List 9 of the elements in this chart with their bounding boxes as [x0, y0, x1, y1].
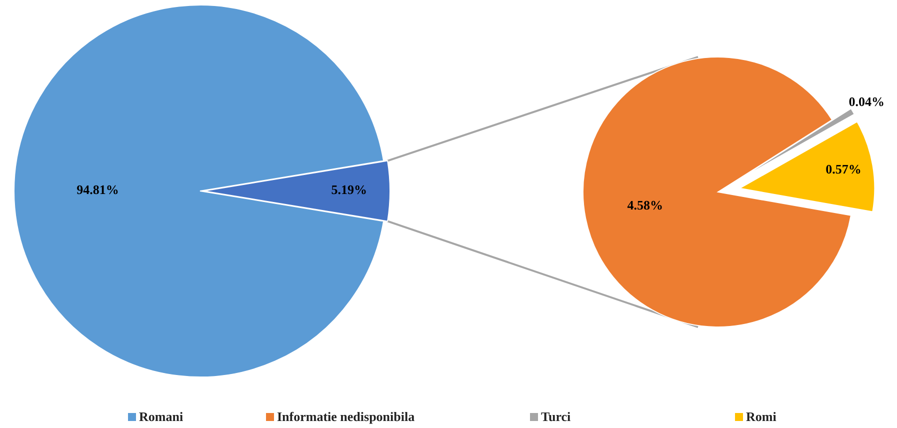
- data-label: 5.19%: [331, 182, 367, 197]
- legend-label: Romani: [139, 409, 184, 424]
- data-label: 0.57%: [826, 161, 862, 176]
- data-label: 4.58%: [627, 197, 664, 212]
- legend-label: Informatie nedisponibila: [277, 409, 416, 424]
- data-label: 94.81%: [76, 182, 119, 197]
- legend-label: Turci: [541, 409, 572, 424]
- legend-label: Romi: [746, 409, 777, 424]
- data-label: 0.04%: [848, 94, 884, 109]
